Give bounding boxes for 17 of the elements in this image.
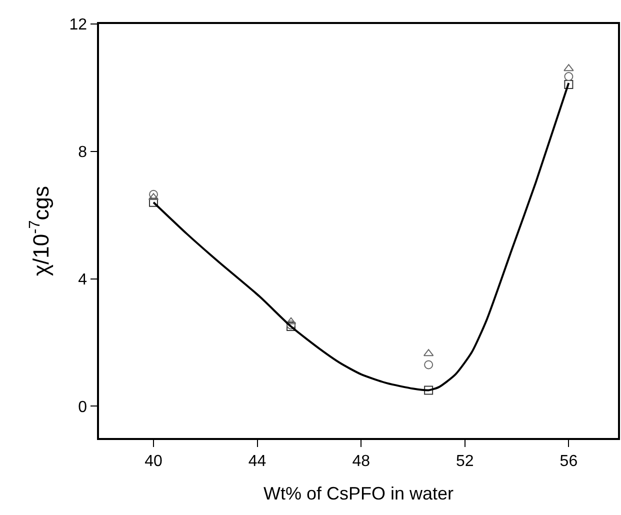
y-tick-label: 0 bbox=[78, 398, 88, 416]
x-tick-label: 56 bbox=[560, 452, 578, 470]
point bbox=[564, 80, 574, 90]
point bbox=[149, 190, 158, 199]
x-axis-title: Wt% of CsPFO in water bbox=[263, 484, 454, 504]
y-tick-label: 8 bbox=[78, 144, 88, 161]
point bbox=[149, 198, 158, 207]
point bbox=[424, 360, 434, 370]
point bbox=[424, 386, 434, 395]
x-tick-label: 48 bbox=[352, 452, 370, 470]
y-tick-label: 4 bbox=[78, 271, 88, 288]
x-tick-label: 52 bbox=[456, 452, 474, 470]
x-tick-label: 44 bbox=[248, 452, 266, 470]
y-tick-label: 12 bbox=[69, 16, 88, 34]
x-tick-label: 40 bbox=[144, 452, 162, 470]
point bbox=[564, 72, 574, 82]
point bbox=[564, 64, 574, 72]
